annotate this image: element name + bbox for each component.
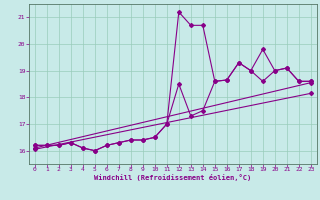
X-axis label: Windchill (Refroidissement éolien,°C): Windchill (Refroidissement éolien,°C): [94, 174, 252, 181]
